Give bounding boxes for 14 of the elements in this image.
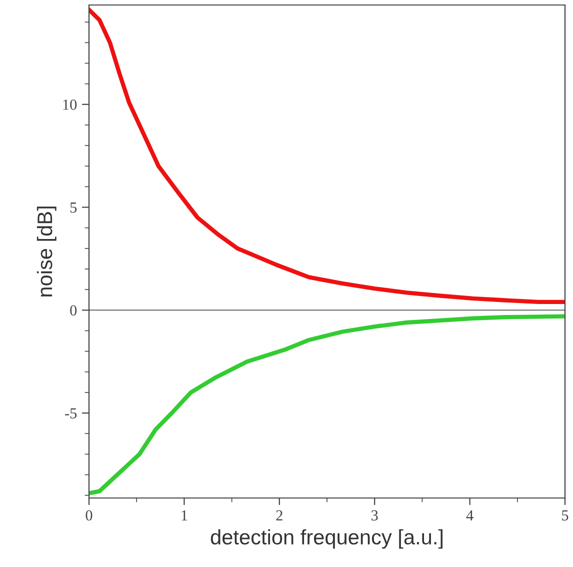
y-tick-label: -5: [65, 408, 77, 418]
y-tick-label: 0: [70, 305, 77, 316]
x-tick-label: 2: [276, 510, 282, 520]
line-series: [89, 8, 565, 304]
x-tick-label: 1: [182, 510, 188, 520]
line-series: [89, 314, 565, 496]
x-tick-label: 4: [466, 510, 474, 520]
y-tick-label: 10: [63, 100, 77, 110]
x-tick-label: 3: [372, 510, 378, 521]
x-axis-title: detection frequency [a.u.]: [210, 529, 442, 549]
y-tick-label: 5: [70, 202, 77, 213]
x-tick-label: 5: [562, 510, 568, 521]
y-axis-title: noise [dB]: [36, 206, 56, 296]
x-tick-label: 0: [86, 510, 92, 521]
